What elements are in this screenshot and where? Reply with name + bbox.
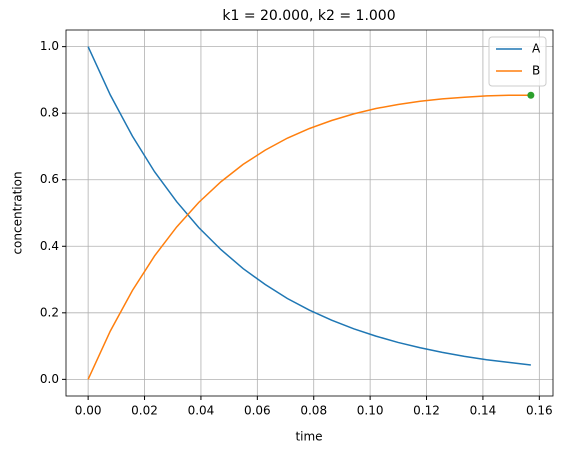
x-tick-label: 0.04 (188, 404, 215, 418)
y-tick-label: 1.0 (40, 39, 59, 53)
x-tick-label: 0.10 (357, 404, 384, 418)
plot-frame (65, 29, 554, 397)
legend-label: B (532, 64, 540, 78)
marker-point (527, 91, 535, 99)
y-axis-label: concentration (11, 171, 25, 254)
line-series (87, 94, 531, 380)
y-tick-label: 0.2 (40, 305, 59, 319)
y-tick-label: 0.8 (40, 106, 59, 120)
y-tick-label: 0.0 (40, 372, 59, 386)
x-tick-label: 0.14 (470, 404, 497, 418)
y-tick-label: 0.4 (40, 239, 59, 253)
legend-label: A (532, 42, 541, 56)
x-tick-label: 0.12 (413, 404, 440, 418)
y-tick-label: 0.6 (40, 172, 59, 186)
x-axis-label: time (295, 430, 322, 444)
x-tick-label: 0.06 (244, 404, 271, 418)
x-tick-label: 0.08 (300, 404, 327, 418)
x-tick-label: 0.00 (75, 404, 102, 418)
x-tick-label: 0.02 (131, 404, 158, 418)
line-series (87, 46, 531, 366)
chart-title: k1 = 20.000, k2 = 1.000 (222, 8, 395, 24)
x-tick-label: 0.16 (526, 404, 553, 418)
